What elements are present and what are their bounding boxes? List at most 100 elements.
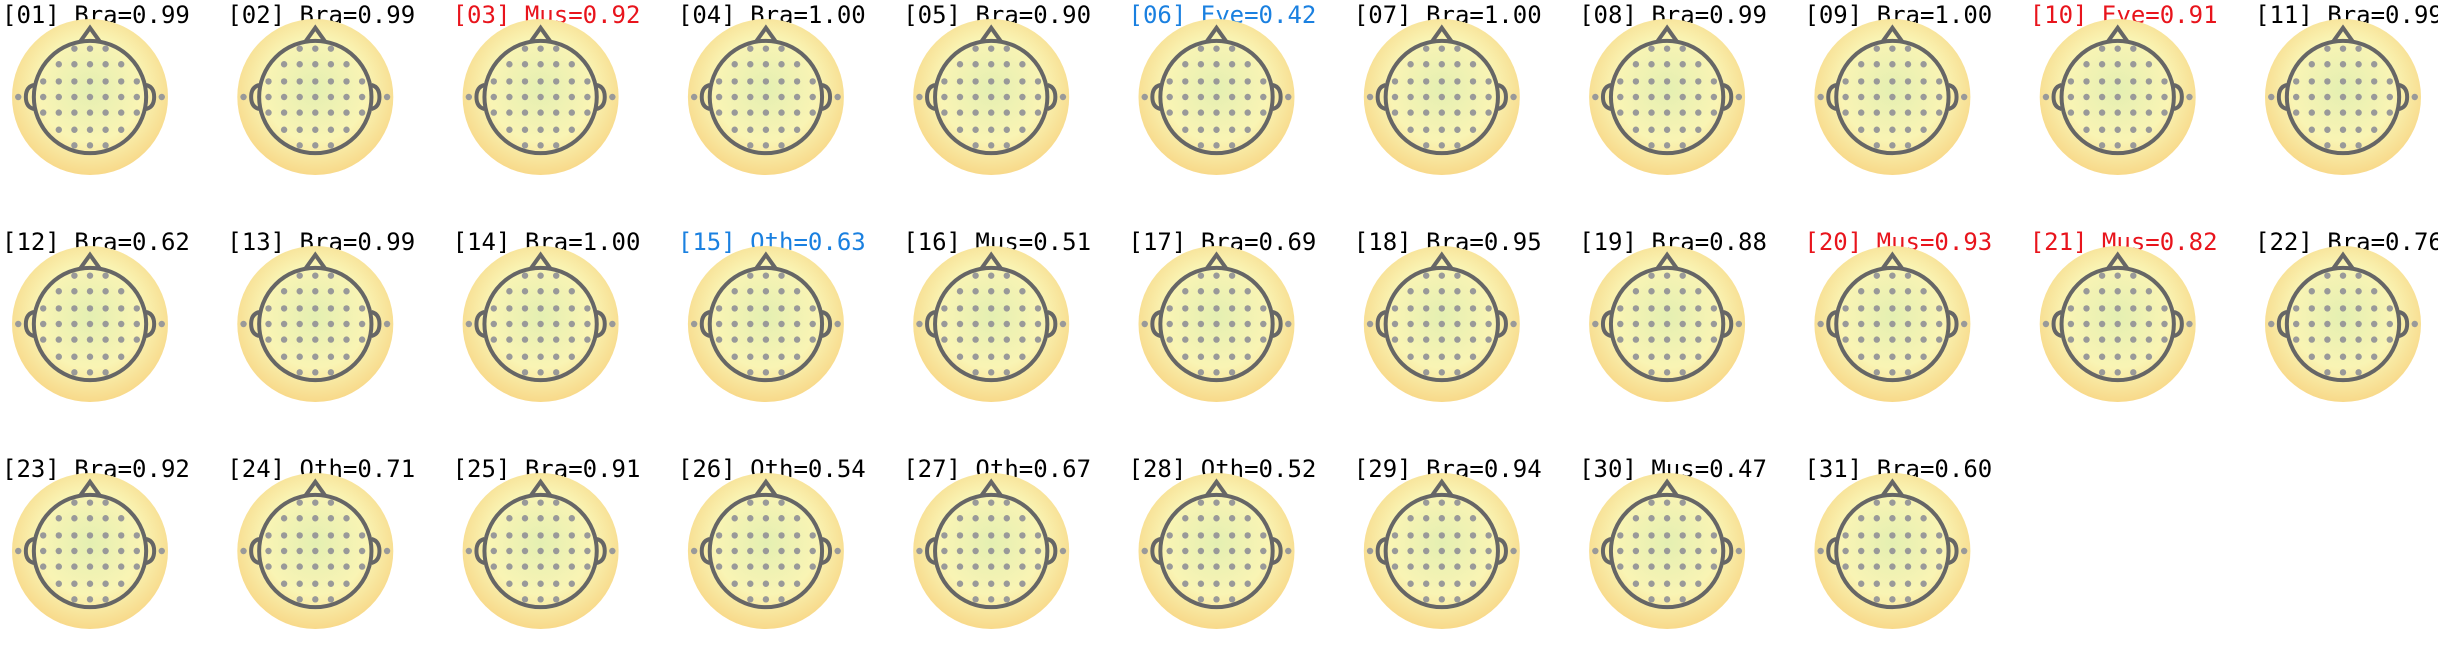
electrode	[2098, 320, 2106, 328]
electrode	[972, 369, 979, 376]
electrode	[1423, 288, 1430, 295]
electrode	[1663, 499, 1671, 506]
electrode	[568, 320, 575, 328]
electrode	[55, 109, 62, 116]
electrode	[1904, 126, 1912, 133]
electrode	[1873, 305, 1881, 312]
electrode	[2042, 93, 2050, 101]
electrode	[778, 45, 785, 52]
electrode	[1889, 580, 1896, 587]
electrode	[762, 142, 770, 149]
electrode	[1182, 126, 1189, 133]
electrode	[584, 532, 591, 539]
electrode	[2324, 126, 2331, 133]
electrode	[343, 353, 350, 360]
electrode	[71, 532, 78, 539]
electrode	[1019, 563, 1026, 570]
electrode	[71, 78, 78, 85]
electrode	[2130, 369, 2137, 376]
electrode	[521, 272, 529, 279]
electrode	[2145, 353, 2153, 360]
head-outline	[1834, 38, 1951, 156]
electrode	[988, 288, 995, 295]
electrode	[2386, 109, 2393, 116]
right-ear	[2173, 83, 2184, 111]
electrode	[71, 369, 78, 376]
electrode	[296, 499, 303, 506]
electrode	[1889, 547, 1896, 555]
electrode	[731, 288, 738, 295]
topomap: [23] Bra=0.92	[2, 455, 190, 629]
electrode	[809, 336, 816, 343]
topomap: [02] Bra=0.99	[227, 1, 415, 175]
left-ear	[1150, 310, 1161, 338]
electrode	[312, 61, 319, 68]
electrode	[1438, 61, 1446, 68]
electrode	[465, 320, 473, 328]
electrode	[1679, 93, 1686, 101]
electrode	[102, 272, 109, 279]
electrode	[86, 596, 94, 603]
electrode	[1469, 547, 1477, 555]
electrode	[972, 272, 979, 279]
electrode	[793, 563, 801, 570]
electrode	[1003, 272, 1010, 279]
electrode	[343, 563, 350, 570]
electrode	[1617, 336, 1624, 343]
electrode	[358, 305, 366, 312]
electrode	[1648, 563, 1655, 570]
electrode	[71, 272, 78, 279]
electrode	[15, 93, 22, 101]
electrode	[86, 93, 94, 101]
electrode	[1166, 320, 1173, 328]
electrode	[2098, 288, 2106, 295]
electrode	[1858, 547, 1865, 555]
topomap: [11] Bra=0.99	[2255, 1, 2438, 175]
electrode	[521, 353, 529, 360]
electrode	[537, 126, 544, 133]
topomap: [25] Bra=0.91	[453, 455, 640, 629]
electrode	[1454, 499, 1461, 506]
electrode	[296, 580, 303, 587]
head-outline	[31, 265, 149, 383]
electrode	[1244, 126, 1251, 133]
electrode	[809, 532, 816, 539]
electrode	[1438, 547, 1446, 555]
electrode	[1920, 126, 1927, 133]
electrode	[86, 336, 94, 343]
electrode	[1679, 580, 1686, 587]
electrode	[762, 336, 770, 343]
electrode	[1485, 547, 1492, 555]
electrode	[762, 353, 770, 360]
head-outline	[1383, 265, 1500, 383]
electrode	[1213, 580, 1220, 587]
electrode	[553, 305, 560, 312]
electrode	[1423, 93, 1430, 101]
electrode	[747, 142, 754, 149]
electrode	[1391, 93, 1399, 101]
electrode	[1003, 78, 1010, 85]
electrode	[2339, 45, 2347, 52]
electrode	[1904, 563, 1912, 570]
electrode	[312, 563, 319, 570]
electrode	[956, 78, 964, 85]
electrode	[1648, 499, 1655, 506]
electrode	[1423, 547, 1430, 555]
electrode	[941, 93, 948, 101]
electrode	[1197, 499, 1205, 506]
electrode	[941, 320, 948, 328]
electrode	[2308, 78, 2315, 85]
electrode	[1663, 142, 1671, 149]
electrode	[71, 288, 78, 295]
electrode	[1438, 93, 1446, 101]
electrode	[1019, 320, 1026, 328]
electrode	[102, 93, 109, 101]
electrode	[553, 547, 560, 555]
electrode	[2083, 320, 2090, 328]
electrode	[715, 93, 723, 101]
electrode	[1182, 78, 1189, 85]
electrode	[358, 532, 366, 539]
electrode	[118, 109, 125, 116]
electrode	[2098, 142, 2106, 149]
electrode	[296, 532, 303, 539]
